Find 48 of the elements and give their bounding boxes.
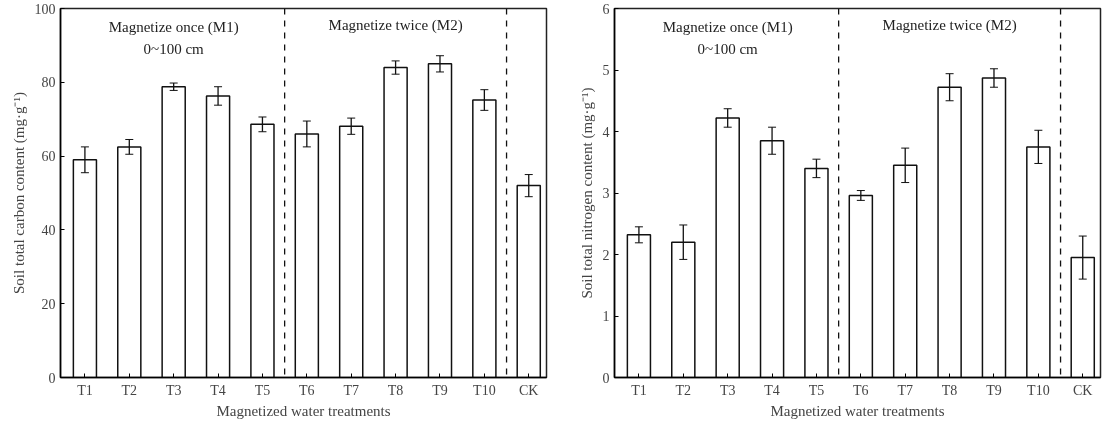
x-tick-label: T9 — [986, 382, 1002, 398]
y-tick-label: 0 — [48, 370, 56, 386]
y-tick-label: 40 — [41, 222, 56, 238]
y-tick-label: 3 — [602, 186, 610, 201]
y-tick-label: 60 — [41, 149, 56, 165]
x-tick-label: T1 — [77, 382, 93, 398]
x-tick-label: T3 — [165, 382, 182, 398]
x-tick-label: T2 — [675, 382, 692, 398]
x-tick-label: CK — [1073, 382, 1093, 398]
x-tick-label: T10 — [473, 382, 496, 398]
x-axis-title: Magnetized water treatments — [770, 402, 945, 419]
x-tick-label: T8 — [387, 382, 404, 398]
y-tick-label: 100 — [34, 1, 56, 17]
annotation: Magnetize twice (M2) — [882, 17, 1017, 35]
bar — [161, 85, 186, 378]
bar — [848, 194, 874, 378]
x-tick-label: T10 — [1027, 382, 1050, 398]
x-tick-label: T4 — [764, 382, 780, 398]
bar — [383, 66, 408, 378]
x-tick-label: T5 — [254, 382, 271, 398]
y-tick-label: 4 — [602, 124, 610, 140]
y-tick-label: 20 — [41, 296, 56, 312]
y-tick-label: 6 — [602, 1, 610, 17]
x-tick-label: T7 — [343, 382, 359, 398]
x-tick-label: T5 — [808, 382, 825, 398]
x-tick-label: T1 — [631, 382, 647, 398]
x-axis-title: Magnetized water treatments — [216, 402, 391, 419]
x-tick-label: T7 — [897, 382, 913, 398]
x-tick-label: T6 — [853, 382, 869, 398]
y-tick-label: 5 — [602, 63, 610, 78]
annotation: 0~100 cm — [697, 41, 759, 58]
x-tick-label: T8 — [941, 382, 958, 398]
y-tick-label: 0 — [602, 370, 610, 386]
x-tick-label: T3 — [719, 382, 736, 398]
annotation: Magnetize twice (M2) — [328, 17, 463, 35]
y-tick-label: 80 — [41, 75, 56, 91]
y-tick-label: 2 — [602, 247, 610, 263]
x-tick-label: T4 — [210, 382, 226, 398]
y-axis-title: Soil total nitrogen content (mg·g⁻¹) — [578, 87, 596, 299]
annotation: Magnetize once (M1) — [662, 18, 793, 36]
x-tick-label: T2 — [121, 382, 138, 398]
y-tick-label: 1 — [602, 309, 610, 324]
annotation: Magnetize once (M1) — [108, 18, 239, 36]
x-tick-label: T9 — [432, 382, 448, 398]
y-axis-title: Soil total carbon content (mg·g⁻¹) — [10, 92, 28, 294]
x-tick-label: T6 — [299, 382, 315, 398]
x-tick-label: CK — [519, 382, 539, 398]
annotation: 0~100 cm — [143, 41, 205, 58]
